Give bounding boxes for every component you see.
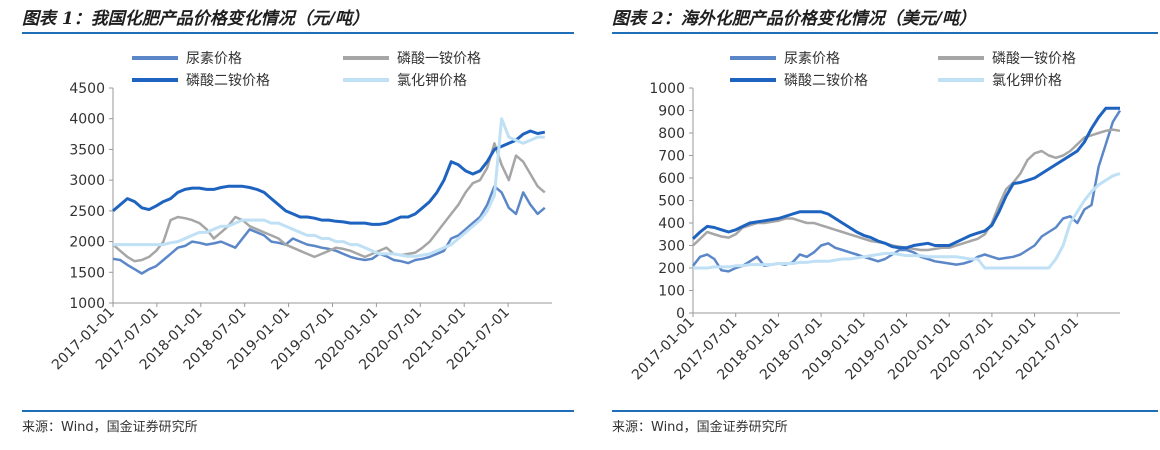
y-tick-label: 1000 [649,81,685,97]
legend-label: 磷酸一铵价格 [992,51,1076,67]
legend-label: 氯化钾价格 [397,73,467,89]
y-tick-label: 300 [658,239,685,255]
y-tick-label: 200 [658,261,685,277]
source-rule [22,410,574,412]
series-line [112,142,546,263]
chart-panel-2: 图表 2：海外化肥产品价格变化情况（美元/吨） 0 100 200 300 400 500… [590,0,1160,450]
chart-title: 图表 1：我国化肥产品价格变化情况（元/吨） [22,9,369,29]
legend-label: 尿素价格 [784,51,840,67]
chart-panel-1: 图表 1：我国化肥产品价格变化情况（元/吨） 1000 1500 2000 2500 3… [0,0,576,450]
legend-label: 磷酸一铵价格 [397,51,481,67]
series-line [113,117,545,258]
series-line [112,185,546,275]
series-line [692,128,1121,252]
y-tick-label: 3000 [69,173,105,189]
y-tick-label: 2500 [69,204,105,220]
line-chart: 010020030040050060070080090010002017-01-… [629,51,1122,383]
line-chart: 100015002000250030003500400045002017-01-… [49,51,552,373]
legend-label: 磷酸二铵价格 [784,73,868,89]
y-tick-label: 600 [658,171,685,187]
y-tick-label: 4000 [69,112,105,128]
y-tick-label: 900 [658,104,685,120]
series-line [112,129,546,226]
legend-label: 磷酸二铵价格 [186,73,270,89]
y-tick-label: 700 [658,149,685,165]
source-rule [612,410,1158,412]
chart-title: 图表 2：海外化肥产品价格变化情况（美元/吨） [612,9,976,29]
y-tick-label: 1500 [69,265,105,281]
y-tick-label: 4500 [69,81,105,97]
title-rule [22,32,574,34]
y-tick-label: 3500 [69,142,105,158]
y-tick-label: 500 [658,194,685,210]
source-note: 来源：Wind，国金证券研究所 [22,420,198,435]
title-rule [612,32,1158,34]
y-tick-label: 1000 [69,296,105,312]
y-tick-label: 100 [658,284,685,300]
series-line [693,172,1121,270]
y-tick-label: 400 [658,216,685,232]
source-note: 来源：Wind，国金证券研究所 [612,420,788,435]
y-tick-label: 0 [676,306,685,322]
legend-label: 尿素价格 [186,51,242,67]
y-tick-label: 2000 [69,235,105,251]
legend-label: 氯化钾价格 [992,73,1062,89]
series-line [691,106,1120,250]
y-tick-label: 800 [658,126,685,142]
